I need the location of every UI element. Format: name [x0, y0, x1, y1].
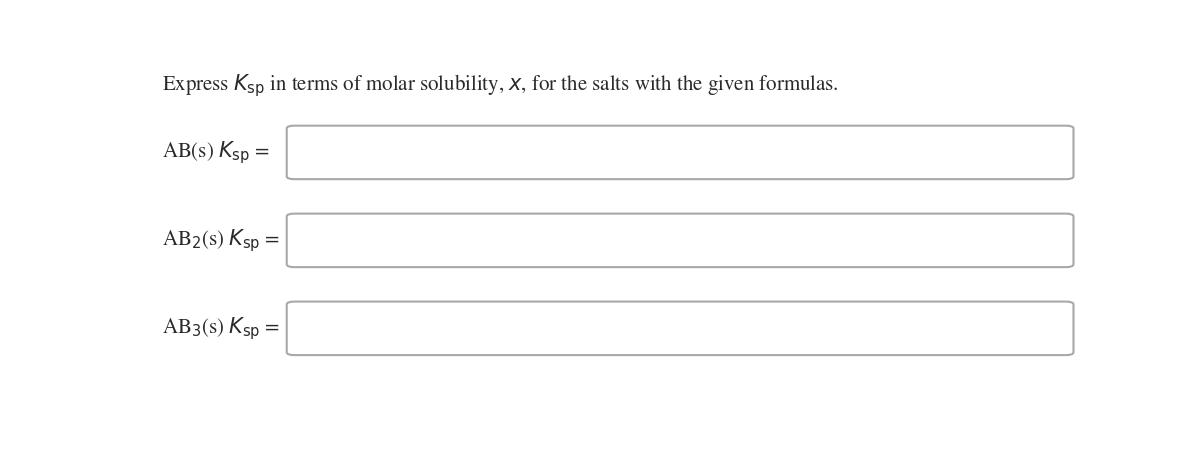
Text: AB$_2$(s) $K_{\mathrm{sp}}$ =: AB$_2$(s) $K_{\mathrm{sp}}$ =	[162, 227, 280, 254]
Text: AB$_3$(s) $K_{\mathrm{sp}}$ =: AB$_3$(s) $K_{\mathrm{sp}}$ =	[162, 315, 280, 342]
Text: Express $K_{\mathrm{sp}}$ in terms of molar solubility, $x$, for the salts with : Express $K_{\mathrm{sp}}$ in terms of mo…	[162, 72, 839, 99]
FancyBboxPatch shape	[287, 214, 1074, 267]
FancyBboxPatch shape	[287, 302, 1074, 355]
FancyBboxPatch shape	[287, 126, 1074, 179]
Text: AB(s) $K_{\mathrm{sp}}$ =: AB(s) $K_{\mathrm{sp}}$ =	[162, 139, 270, 166]
